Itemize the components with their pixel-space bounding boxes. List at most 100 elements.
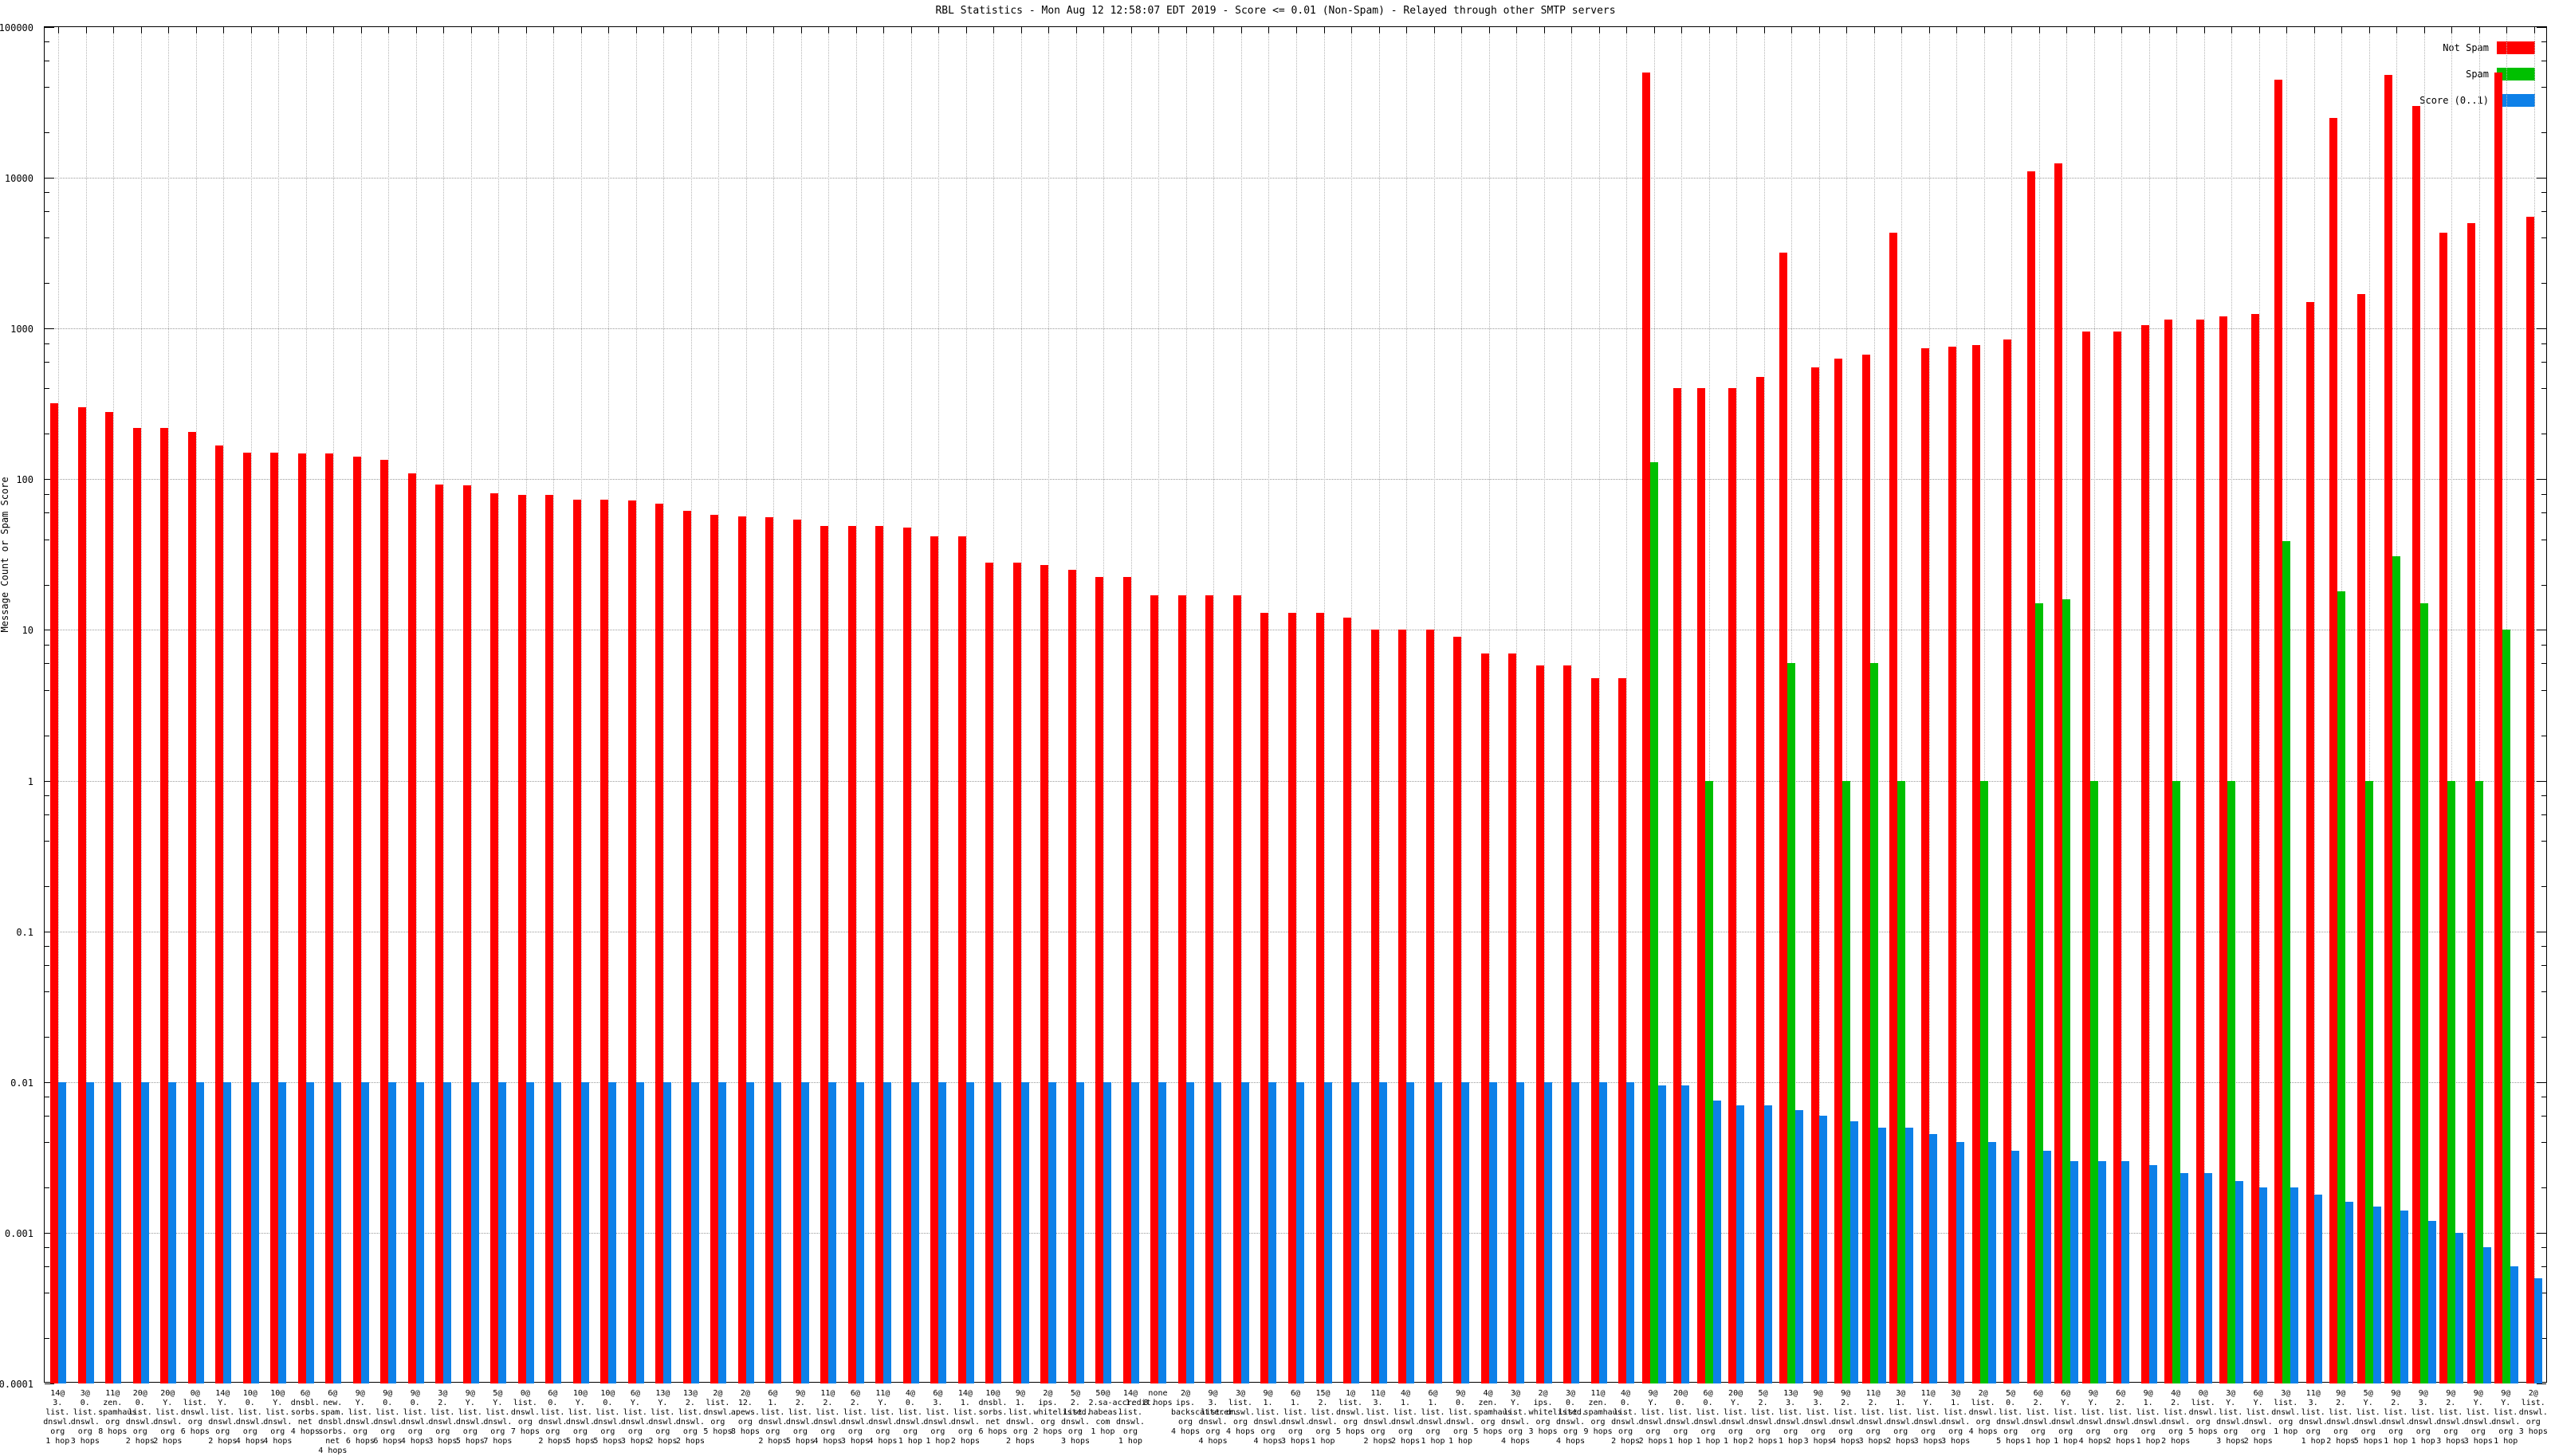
y-tick-label: 10000 <box>4 173 33 185</box>
x-top-tick <box>1571 27 1573 33</box>
bar-not-spam <box>1861 355 1870 1383</box>
y-major-tick <box>45 27 54 28</box>
y-major-tick <box>45 328 54 330</box>
x-gridline <box>58 27 60 1382</box>
y-minor-tick <box>2541 964 2546 966</box>
bar-score <box>2203 1172 2212 1383</box>
bar-score <box>1406 1081 1415 1383</box>
x-gridline <box>910 27 912 1382</box>
bar-not-spam <box>655 503 664 1383</box>
x-tick-label: 3@ list. dnswl. org 4 hops <box>1225 1389 1256 1436</box>
x-top-tick <box>965 27 967 33</box>
x-top-tick <box>745 27 747 33</box>
y-minor-tick <box>45 512 49 514</box>
bar-spam <box>1842 780 1851 1383</box>
x-tick-label: 9@ 0. list. dnswl. org 6 hops <box>373 1389 403 1446</box>
bar-score <box>773 1081 782 1383</box>
y-minor-tick <box>2541 584 2546 586</box>
y-tick-label: 0.1 <box>16 926 33 938</box>
x-gridline <box>2478 27 2480 1382</box>
x-tick-label: 10@ 0. list. dnswl. org 5 hops <box>593 1389 623 1446</box>
bar-not-spam <box>1260 612 1269 1383</box>
bar-score <box>910 1081 919 1383</box>
bar-spam <box>2474 780 2483 1383</box>
x-tick-label: 20@ 0. list. dnswl. org 1 hop <box>1666 1389 1696 1446</box>
x-top-tick <box>2478 27 2480 33</box>
bar-score <box>1103 1081 1112 1383</box>
x-top-tick <box>1020 27 1022 33</box>
x-tick-label: 6@ new. spam. dnsbl. sorbs. net 4 hops <box>318 1389 348 1455</box>
y-major-tick <box>2537 27 2546 28</box>
x-tick-label: 13@ 3. list. dnswl. org 1 hop <box>1776 1389 1806 1446</box>
bar-not-spam <box>957 536 966 1383</box>
x-tick-label: 3@ Y. list. dnswl. org 4 hops <box>1501 1389 1531 1446</box>
y-minor-tick <box>2541 1247 2546 1249</box>
x-tick-label: none 8 hops <box>1143 1389 1173 1407</box>
x-top-tick <box>2286 27 2288 33</box>
legend-label: Not Spam <box>2443 42 2489 53</box>
bar-not-spam <box>2219 316 2228 1383</box>
x-top-tick <box>388 27 390 33</box>
bar-score <box>1626 1081 1635 1383</box>
x-tick-label: 0@ list. dnswl. org 5 hops <box>2188 1389 2218 1436</box>
bar-score <box>2510 1266 2519 1383</box>
x-top-tick <box>1185 27 1187 33</box>
bar-not-spam <box>902 527 911 1383</box>
bar-score <box>85 1081 94 1383</box>
bar-score <box>1433 1081 1442 1383</box>
bar-not-spam <box>2274 79 2283 1383</box>
x-tick-label: 10@ Y. list. dnswl. org 5 hops <box>565 1389 595 1446</box>
x-gridline <box>1736 27 1738 1382</box>
y-minor-tick <box>45 584 49 586</box>
y-minor-tick <box>45 1142 49 1144</box>
y-minor-tick <box>45 1338 49 1340</box>
bar-score <box>1712 1101 1721 1383</box>
legend-item-spam: Spam <box>2419 68 2535 80</box>
bar-score <box>828 1081 837 1383</box>
x-gridline <box>2258 27 2260 1382</box>
x-top-tick <box>2313 27 2315 33</box>
x-gridline <box>360 27 362 1382</box>
y-minor-tick <box>45 132 49 134</box>
bar-score <box>2482 1247 2491 1383</box>
y-minor-tick <box>2541 493 2546 495</box>
bar-score <box>1351 1081 1359 1383</box>
bar-score <box>663 1081 672 1383</box>
x-top-tick <box>498 27 500 33</box>
x-top-tick <box>1461 27 1463 33</box>
x-top-tick <box>690 27 692 33</box>
y-major-tick <box>2537 328 2546 330</box>
bar-not-spam <box>77 407 86 1383</box>
y-minor-tick <box>2541 87 2546 88</box>
x-gridline <box>1296 27 1297 1382</box>
plot-area: Not Spam Spam Score (0..1) 100000 10000 1000… <box>0 22 2547 1390</box>
x-gridline <box>635 27 637 1382</box>
bar-spam <box>1704 780 1713 1383</box>
x-tick-label: 6@ 2. list. dnswl. org 2 hops <box>2106 1389 2136 1446</box>
x-tick-label: 6@ Y. list. dnswl. org 2 hops <box>2243 1389 2273 1446</box>
x-gridline <box>1323 27 1325 1382</box>
bar-score <box>938 1081 947 1383</box>
bar-score <box>2533 1277 2542 1383</box>
y-major-tick <box>2537 479 2546 481</box>
x-top-tick <box>2148 27 2150 33</box>
x-tick-label: 5@ Y. list. dnswl. org 5 hops <box>2353 1389 2383 1446</box>
x-top-tick <box>1598 27 1600 33</box>
x-gridline <box>745 27 747 1382</box>
bar-score <box>1763 1105 1772 1383</box>
x-top-tick <box>1488 27 1490 33</box>
x-tick-label: 3@ 1. list. dnswl. org 3 hops <box>1941 1389 1971 1446</box>
x-gridline <box>1956 27 1958 1382</box>
x-top-tick <box>1433 27 1435 33</box>
x-gridline <box>2203 27 2205 1382</box>
bar-score <box>1877 1127 1886 1383</box>
x-gridline <box>1983 27 1985 1382</box>
bar-not-spam <box>160 427 169 1383</box>
bar-spam <box>2227 780 2236 1383</box>
y-minor-tick <box>2541 41 2546 43</box>
y-minor-tick <box>45 211 49 213</box>
bar-spam <box>2172 780 2181 1383</box>
x-tick-label: 9@ 1. list. dnswl. org 1 hop <box>2133 1389 2163 1446</box>
x-gridline <box>168 27 170 1382</box>
x-top-tick <box>2341 27 2343 33</box>
